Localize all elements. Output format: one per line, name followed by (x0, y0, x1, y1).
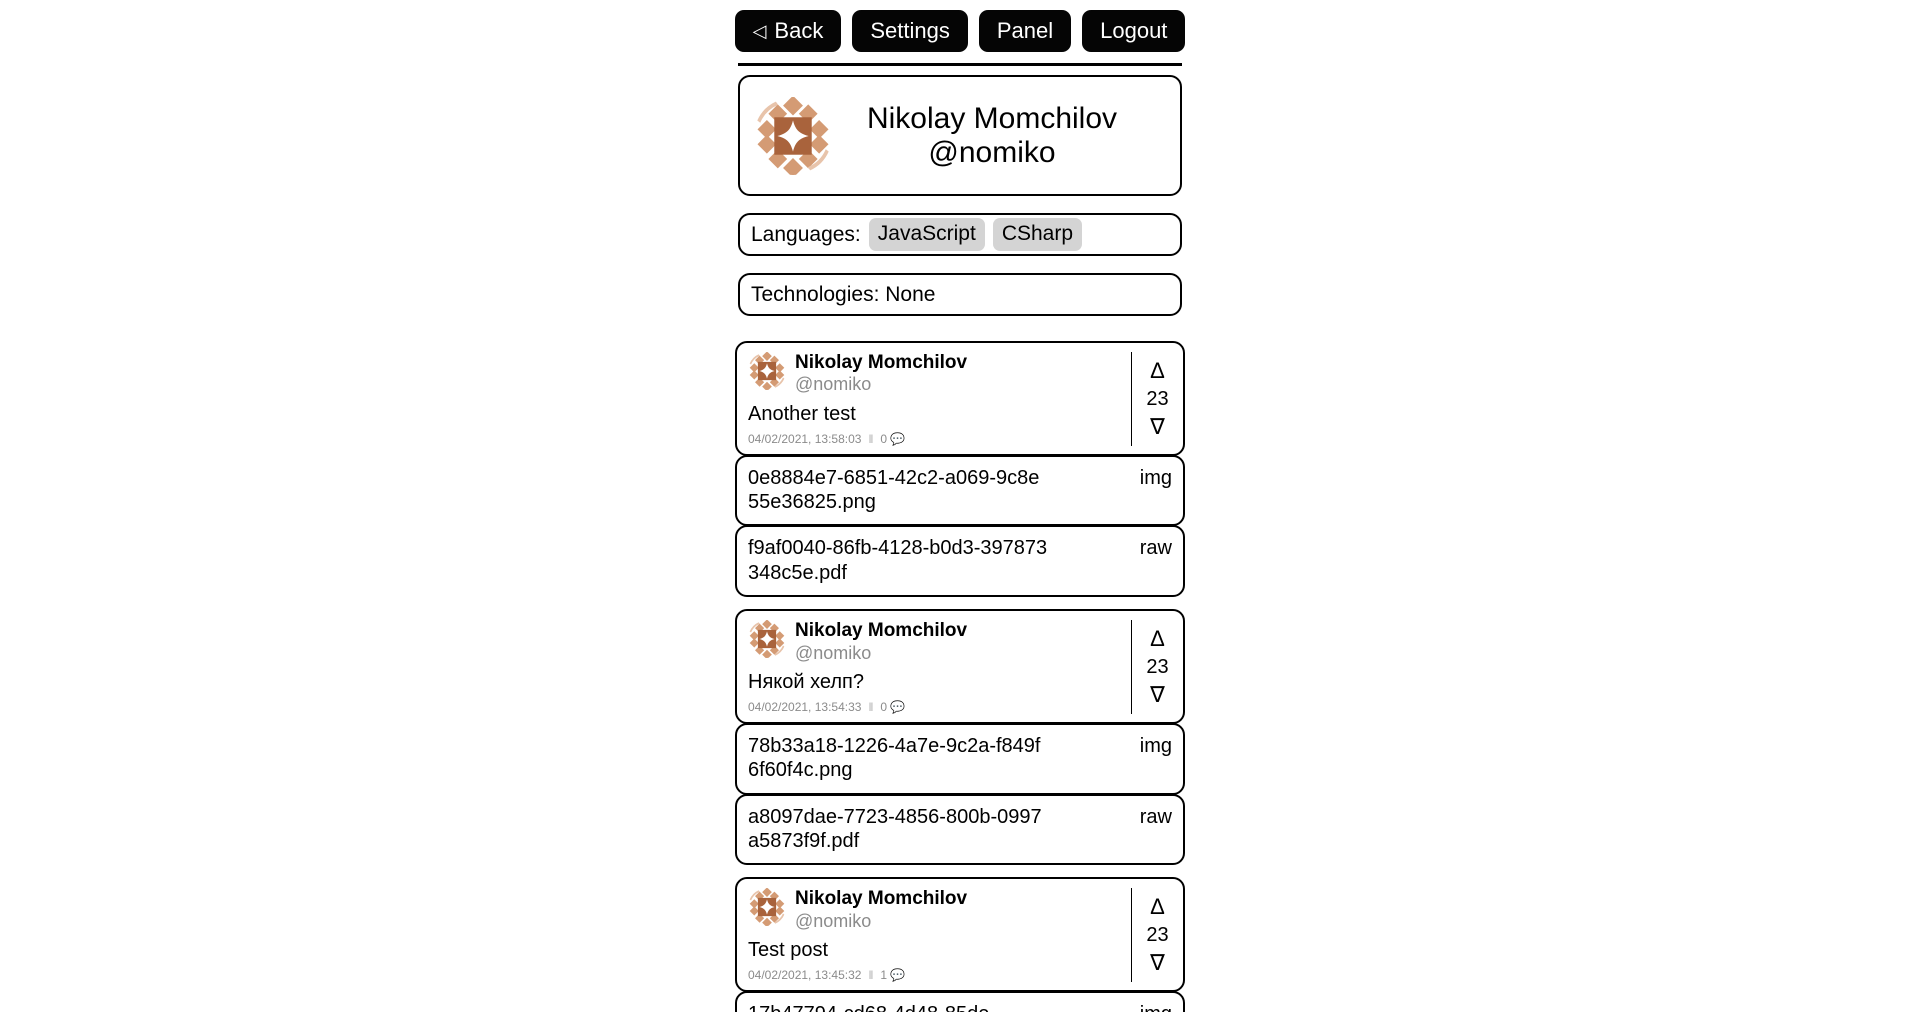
attachment-kind: raw (1139, 805, 1172, 828)
post-author: Nikolay Momchilov (795, 620, 968, 642)
comment-bubble-icon: 💬 (890, 699, 906, 714)
comment-count-value: 1 (880, 968, 888, 983)
downvote-icon[interactable]: ∇ (1150, 682, 1165, 708)
comment-count[interactable]: 0 💬 (880, 700, 905, 714)
post-author: Nikolay Momchilov (795, 888, 968, 910)
post-footer: 04/02/2021, 13:45:32 ‖ 1 💬 (748, 968, 1121, 982)
attachment-name: 17b47794-cd68-4d48-85de- (748, 1002, 996, 1012)
back-button[interactable]: ◁ Back (734, 10, 842, 52)
post-footer: 04/02/2021, 13:58:03 ‖ 0 💬 (748, 432, 1121, 446)
attachment-kind: img (1139, 466, 1172, 489)
post-card[interactable]: Nikolay Momchilov @nomiko Another test 0… (735, 341, 1185, 456)
post-timestamp: 04/02/2021, 13:58:03 (748, 431, 862, 446)
logout-button[interactable]: Logout (1082, 10, 1186, 52)
vote-score: 23 (1146, 387, 1169, 410)
attachment-item[interactable]: f9af0040-86fb-4128-b0d3-397873348c5e.pdf… (735, 525, 1185, 598)
profile-name: Nikolay Momchilov (866, 101, 1118, 135)
comment-bubble-icon: 💬 (890, 431, 906, 446)
post-author: Nikolay Momchilov (795, 352, 968, 373)
back-triangle-icon: ◁ (752, 21, 767, 41)
profile-identity: Nikolay Momchilov @nomiko (832, 102, 1166, 169)
post-avatar (748, 352, 786, 390)
footer-separator: ‖ (868, 699, 874, 714)
attachment-name: a8097dae-7723-4856-800b-0997a5873f9f.pdf (748, 805, 1042, 853)
post-content: Nikolay Momchilov @nomiko Някой хелп? 04… (737, 620, 1131, 714)
upvote-icon[interactable]: Δ (1150, 894, 1165, 920)
post-identity: Nikolay Momchilov @nomiko (795, 620, 967, 664)
upvote-icon[interactable]: Δ (1150, 626, 1165, 652)
post-body: Test post (748, 939, 829, 962)
post-header: Nikolay Momchilov @nomiko (748, 620, 1121, 664)
post-avatar (748, 620, 786, 659)
logout-button-label: Logout (1100, 18, 1168, 43)
comment-count-value: 0 (880, 699, 888, 714)
vote-column: Δ 23 ∇ (1131, 620, 1183, 714)
comment-count[interactable]: 1 💬 (880, 968, 905, 982)
attachment-kind: img (1140, 1002, 1172, 1012)
back-button-label: Back (774, 18, 824, 43)
post-timestamp: 04/02/2021, 13:54:33 (748, 699, 862, 714)
top-navbar: ◁ Back Settings Panel Logout (0, 0, 1920, 52)
attachment-name: 78b33a18-1226-4a7e-9c2a-f849f6f60f4c.png (748, 734, 1041, 782)
attachment-name: f9af0040-86fb-4128-b0d3-397873348c5e.pdf (748, 537, 1048, 584)
languages-row: Languages: JavaScript CSharp (738, 213, 1182, 256)
profile-handle: @nomiko (928, 135, 1056, 169)
post-identity: Nikolay Momchilov @nomiko (795, 888, 967, 932)
avatar (754, 96, 832, 175)
panel-button[interactable]: Panel (978, 10, 1072, 52)
post-content: Nikolay Momchilov @nomiko Another test 0… (737, 352, 1131, 446)
comment-count-value: 0 (880, 431, 888, 446)
vote-column: Δ 23 ∇ (1131, 888, 1183, 983)
post-card[interactable]: Nikolay Momchilov @nomiko Test post 04/0… (735, 877, 1185, 993)
attachment-item[interactable]: a8097dae-7723-4856-800b-0997a5873f9f.pdf… (735, 793, 1185, 866)
panel-button-label: Panel (996, 18, 1054, 43)
attachment-kind: raw (1139, 537, 1172, 560)
attachment-item[interactable]: 78b33a18-1226-4a7e-9c2a-f849f6f60f4c.png… (735, 722, 1185, 795)
technologies-label: Technologies: None (751, 282, 936, 306)
post-avatar (748, 888, 786, 927)
comment-bubble-icon: 💬 (890, 968, 906, 983)
post-group: Nikolay Momchilov @nomiko Another test 0… (735, 341, 1185, 598)
post-footer: 04/02/2021, 13:54:33 ‖ 0 💬 (748, 700, 1121, 714)
footer-separator: ‖ (868, 968, 874, 983)
vote-score: 23 (1146, 924, 1169, 947)
upvote-icon[interactable]: Δ (1150, 357, 1165, 383)
post-handle: @nomiko (795, 910, 872, 931)
language-chip-csharp[interactable]: CSharp (992, 218, 1083, 251)
settings-button-label: Settings (870, 18, 950, 43)
post-content: Nikolay Momchilov @nomiko Test post 04/0… (737, 888, 1131, 982)
post-handle: @nomiko (795, 642, 872, 663)
comment-count[interactable]: 0 💬 (880, 432, 905, 446)
post-timestamp: 04/02/2021, 13:45:32 (748, 968, 862, 983)
post-card[interactable]: Nikolay Momchilov @nomiko Някой хелп? 04… (735, 609, 1185, 724)
attachment-item[interactable]: 0e8884e7-6851-42c2-a069-9c8e55e36825.png… (735, 454, 1185, 527)
footer-separator: ‖ (868, 431, 874, 446)
languages-label: Languages: (751, 222, 861, 246)
vote-score: 23 (1146, 656, 1169, 679)
attachment-kind: img (1139, 734, 1172, 757)
attachment-item[interactable]: 17b47794-cd68-4d48-85de- img (735, 991, 1185, 1012)
post-handle: @nomiko (795, 374, 872, 395)
navbar-divider (738, 63, 1182, 66)
post-identity: Nikolay Momchilov @nomiko (795, 352, 967, 396)
post-header: Nikolay Momchilov @nomiko (748, 888, 1121, 932)
post-group: Nikolay Momchilov @nomiko Някой хелп? 04… (735, 609, 1185, 866)
downvote-icon[interactable]: ∇ (1150, 950, 1165, 976)
attachment-name: 0e8884e7-6851-42c2-a069-9c8e55e36825.png (748, 466, 1040, 514)
language-chip-javascript[interactable]: JavaScript (868, 218, 985, 251)
vote-column: Δ 23 ∇ (1131, 352, 1183, 446)
downvote-icon[interactable]: ∇ (1150, 413, 1165, 439)
profile-card: Nikolay Momchilov @nomiko (738, 75, 1182, 196)
post-body: Някой хелп? (748, 670, 864, 693)
post-body: Another test (748, 402, 856, 425)
post-header: Nikolay Momchilov @nomiko (748, 352, 1121, 396)
post-feed: Nikolay Momchilov @nomiko Another test 0… (735, 341, 1185, 1012)
settings-button[interactable]: Settings (852, 10, 968, 52)
post-group: Nikolay Momchilov @nomiko Test post 04/0… (735, 877, 1185, 1012)
technologies-row: Technologies: None (738, 273, 1182, 316)
